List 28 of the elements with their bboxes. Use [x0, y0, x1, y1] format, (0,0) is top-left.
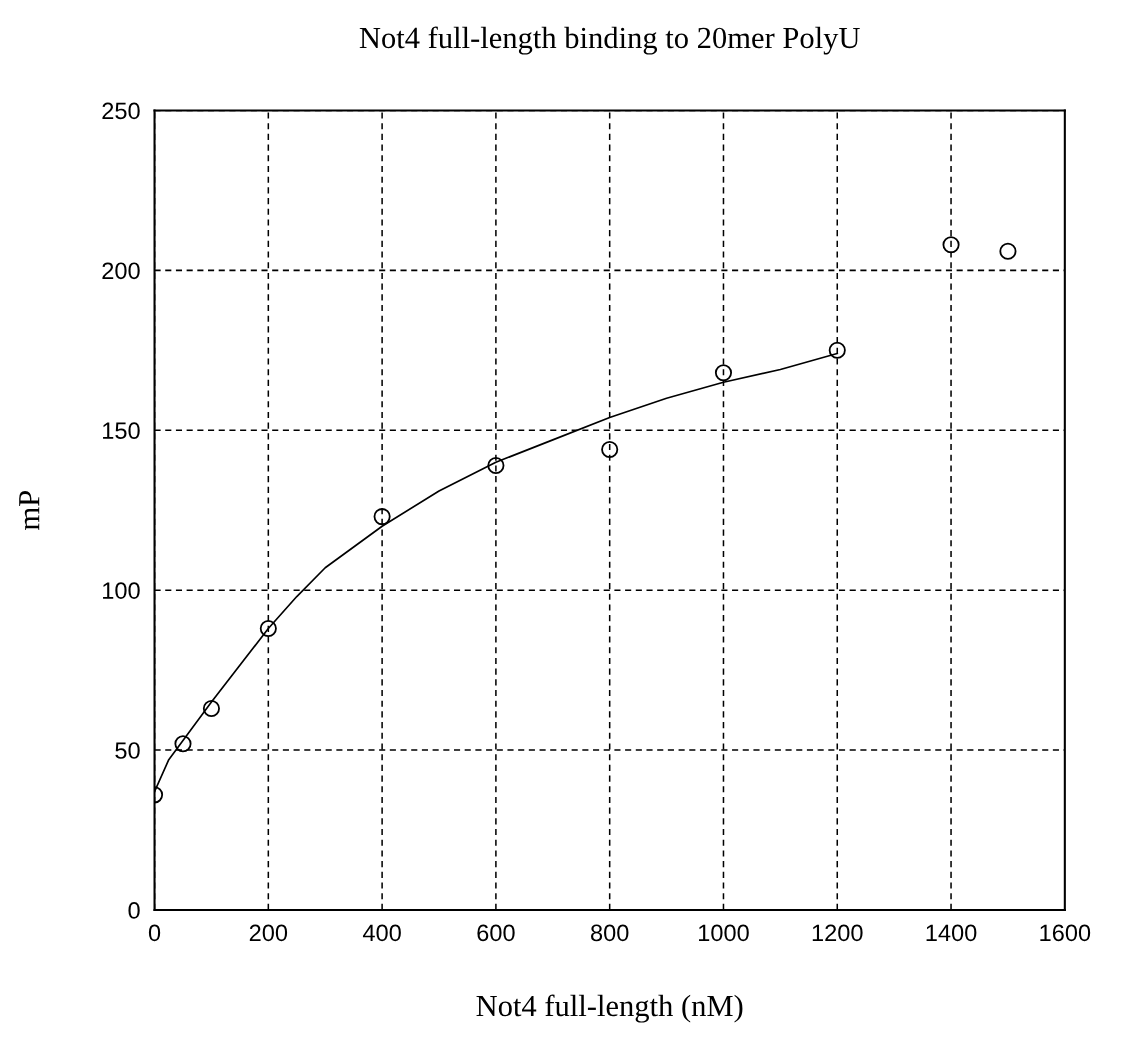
x-tick-label: 1600 [1040, 924, 1091, 942]
chart-title: Not4 full-length binding to 20mer PolyU [359, 26, 860, 55]
x-tick-label: 0 [148, 924, 161, 942]
x-tick-label: 600 [477, 924, 515, 942]
point [714, 364, 733, 382]
point [174, 735, 192, 753]
point [373, 508, 391, 526]
x-tick-label: 1400 [926, 924, 977, 942]
point [259, 620, 277, 638]
point [601, 440, 619, 459]
x-tick-label: 400 [362, 924, 401, 942]
y-tick-label: 100 [103, 582, 140, 599]
point [999, 242, 1017, 260]
y-tick-label: 150 [103, 422, 140, 440]
point [487, 456, 505, 474]
y-tick-label: 0 [128, 902, 140, 919]
point [202, 699, 220, 718]
x-tick-label: 1200 [812, 924, 863, 942]
x-tick-label: 200 [249, 924, 288, 942]
x-axis-title: Not4 full-length (nM) [476, 994, 743, 1023]
y-tick-label: 200 [102, 262, 140, 280]
y-tick-label: 50 [115, 742, 140, 759]
x-tick-label: 800 [591, 924, 629, 942]
point [942, 236, 960, 254]
y-axis-title: mP [19, 491, 40, 530]
point [828, 341, 846, 359]
x-tick-label: 1000 [699, 924, 749, 942]
y-tick-label: 250 [102, 102, 140, 120]
